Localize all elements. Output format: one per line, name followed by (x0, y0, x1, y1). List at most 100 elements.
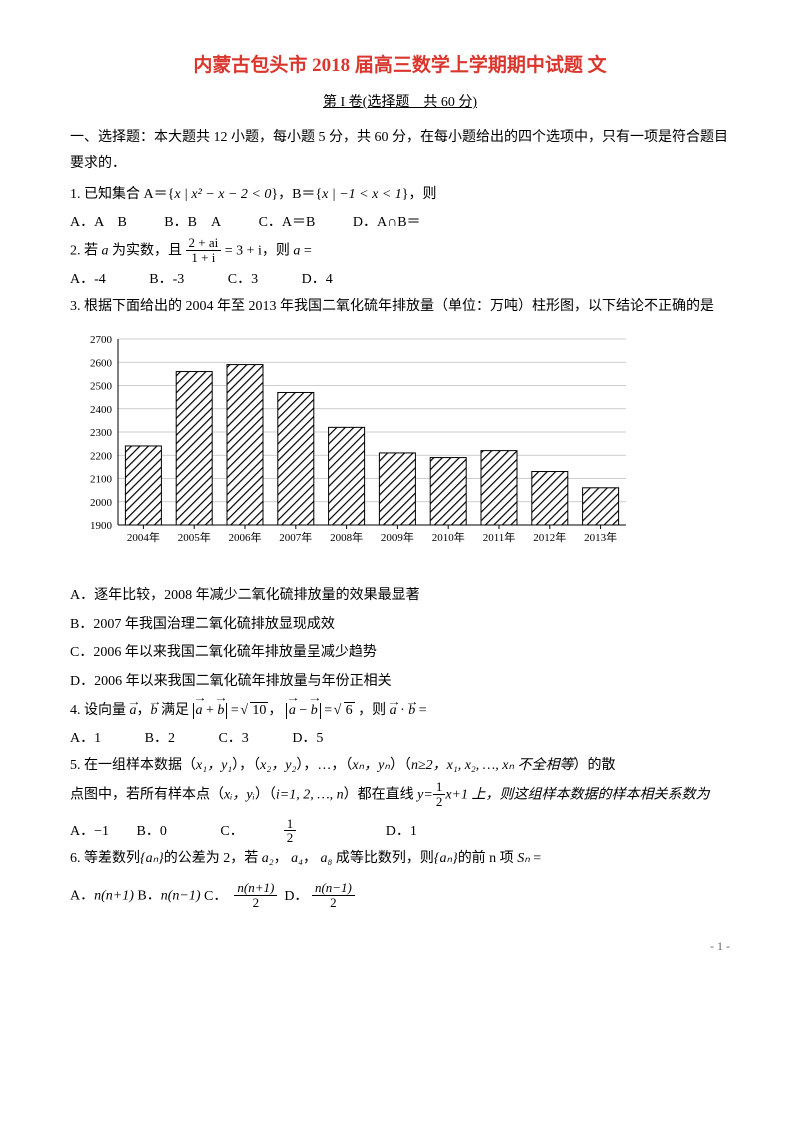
q6-seq2: {aₙ} (434, 851, 458, 866)
question-3: 3. 根据下面给出的 2004 年至 2013 年我国二氧化硫年排放量（单位：万… (70, 294, 730, 321)
q6-optd-den: 2 (312, 896, 355, 910)
svg-text:2007年: 2007年 (279, 530, 312, 544)
q2-opt-d: D．4 (302, 267, 333, 294)
svg-text:2011年: 2011年 (483, 530, 516, 544)
q6-optc-frac: n(n+1)2 (234, 881, 277, 909)
q5-half-den: 2 (433, 795, 446, 809)
q1-options: A．A B B．B A C．A＝B D．A∩B＝ (70, 210, 730, 237)
q5-cond: n≥2，x₁, x₂, …, xₙ 不全相等 (411, 758, 574, 773)
q6-optc-num: n(n+1) (234, 881, 277, 896)
section-intro: 一、选择题：本大题共 12 小题，每小题 5 分，共 60 分，在每小题给出的四… (70, 125, 730, 178)
q4-vec-b: b (151, 703, 158, 718)
q6-seq: {aₙ} (140, 851, 164, 866)
q5-l1c: ），…，（ (296, 758, 352, 773)
svg-text:2010年: 2010年 (432, 530, 465, 544)
q5-x2: x₂，y₂ (260, 758, 296, 773)
q6-sn: Sₙ (517, 851, 530, 866)
q5-l2b: ）（ (255, 788, 276, 803)
page-title: 内蒙古包头市 2018 届高三数学上学期期中试题 文 (70, 48, 730, 84)
svg-text:2012年: 2012年 (533, 530, 566, 544)
svg-text:2300: 2300 (90, 427, 113, 439)
svg-text:2200: 2200 (90, 450, 113, 462)
q6-options: A．n(n+1) B．n(n−1) C． n(n+1)2 D． n(n−1)2 (70, 882, 730, 910)
q6-optc-pre: C． (204, 889, 227, 904)
q5-l1d: ）（ (390, 758, 411, 773)
q6-text-a: 6. 等差数列 (70, 851, 140, 866)
svg-text:2100: 2100 (90, 473, 113, 485)
q4-opt-c: C．3 (218, 726, 248, 753)
q1-opt-a: A．A B (70, 210, 127, 237)
q6-optd-num: n(n−1) (312, 881, 355, 896)
q4-sqrt10: 10 (242, 698, 268, 725)
q6-optc-den: 2 (234, 896, 277, 910)
q4-abs2-a: a (289, 703, 296, 718)
q4-opt-a: A．1 (70, 726, 101, 753)
q6-optb-val: n(n−1) (161, 889, 201, 904)
q2-frac-num: 2 + ai (186, 236, 222, 251)
so2-bar-chart: 1900200021002200230024002500260027002004… (74, 333, 730, 574)
svg-text:2004年: 2004年 (127, 530, 160, 544)
q2-frac-den: 1 + i (186, 251, 222, 265)
q1-expr2: x | −1 < x < 1 (322, 187, 402, 202)
q2-a: a (102, 243, 109, 258)
q6-optd-frac: n(n−1)2 (312, 881, 355, 909)
svg-text:2009年: 2009年 (381, 530, 414, 544)
q5-x1: x₁，y₁ (196, 758, 232, 773)
svg-text:2000: 2000 (90, 496, 113, 508)
q4-text-c: ，则 (358, 703, 390, 718)
q5-optc-pre: C． (220, 819, 243, 846)
q2-text-c: = 3 + i，则 (225, 243, 294, 258)
svg-text:2013年: 2013年 (584, 530, 617, 544)
q2-opt-c: C．3 (228, 267, 258, 294)
q2-options: A．-4 B．-3 C．3 D．4 (70, 267, 730, 294)
q6-text-d: 的前 n 项 (458, 851, 518, 866)
q5-irange: i=1, 2, …, n (276, 788, 344, 803)
q6-opta-val: n(n+1) (94, 889, 134, 904)
q1-text-b: }，B＝{ (271, 187, 322, 202)
q1-text-c: }，则 (402, 187, 437, 202)
q5-optc-den: 2 (284, 831, 297, 845)
q3-opt-a: A．逐年比较，2008 年减少二氧化硫排放量的效果最显著 (70, 583, 730, 610)
chart-svg: 1900200021002200230024002500260027002004… (74, 333, 634, 563)
q5-l1e: ）的散 (574, 758, 616, 773)
q5-xn: xₙ，yₙ (352, 758, 390, 773)
svg-text:2400: 2400 (90, 403, 113, 415)
question-4: 4. 设向量 a，b 满足 a + b = 10， a − b = 6 ，则 a… (70, 698, 730, 725)
q6-text-c: 成等比数列，则 (332, 851, 434, 866)
q3-opt-b: B．2007 年我国治理二氧化硫排放显现成效 (70, 612, 730, 639)
q6-opt-c: C． n(n+1)2 (204, 889, 277, 904)
q4-text-b: 满足 (158, 703, 193, 718)
q4-sqrt6-rad: 6 (344, 702, 355, 718)
q5-yeq: y= (417, 788, 433, 803)
q6-opt-d: D． n(n−1)2 (284, 889, 355, 904)
q5-opt-b: B．0 (137, 819, 167, 846)
q6-opta-pre: A． (70, 889, 94, 904)
q2-opt-b: B．-3 (149, 267, 184, 294)
q5-opt-c: C． 12 (220, 818, 376, 846)
q4-abs1: a + b (193, 703, 228, 720)
q5-l1b: ），（ (232, 758, 260, 773)
svg-text:1900: 1900 (90, 520, 113, 532)
q6-text-e: = (530, 851, 541, 866)
question-1: 1. 已知集合 A＝{x | x² − x − 2 < 0}，B＝{x | −1… (70, 182, 730, 209)
q1-text-a: 1. 已知集合 A＝{ (70, 187, 174, 202)
q6-optd-pre: D． (284, 889, 308, 904)
q6-optb-pre: B． (137, 889, 160, 904)
q4-vec-a: a (130, 703, 137, 718)
q4-dot-b: b (408, 703, 415, 718)
q4-abs2-b: b (311, 703, 318, 718)
q4-text-a: 4. 设向量 (70, 703, 130, 718)
q3-opt-c: C．2006 年以来我国二氧化硫年排放量呈减少趋势 (70, 640, 730, 667)
q1-opt-d: D．A∩B＝ (353, 210, 421, 237)
question-6: 6. 等差数列{aₙ}的公差为 2，若 a₂， a₄， a₈ 成等比数列，则{a… (70, 846, 730, 873)
q4-plus: + (203, 703, 218, 718)
question-5-line2: 点图中，若所有样本点（xᵢ，yᵢ）（i=1, 2, …, n）都在直线 y=12… (70, 781, 730, 809)
q2-fraction: 2 + ai 1 + i (186, 236, 222, 264)
q5-optc-frac: 12 (284, 817, 337, 845)
q4-sqrt6: 6 (336, 698, 355, 725)
q4-options: A．1 B．2 C．3 D．5 (70, 726, 730, 753)
q6-opt-b: B．n(n−1) (137, 889, 200, 904)
q5-half: 12 (433, 780, 446, 808)
q5-xi: xᵢ，yᵢ (224, 788, 255, 803)
svg-text:2006年: 2006年 (229, 530, 262, 544)
